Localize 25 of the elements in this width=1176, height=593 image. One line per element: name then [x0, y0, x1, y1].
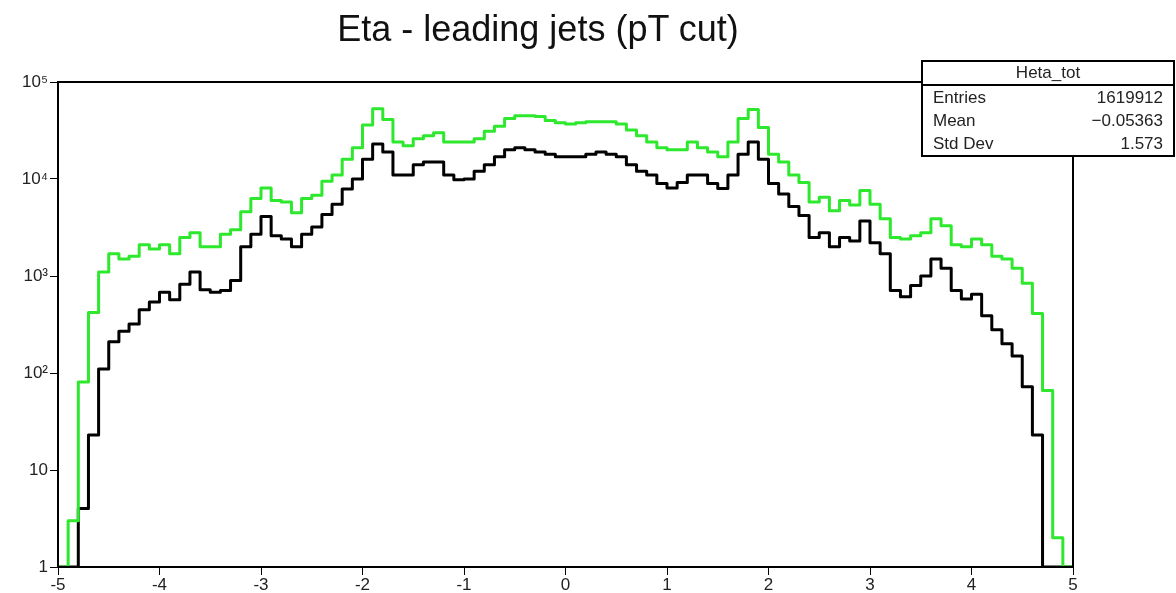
- x-tick-label: -2: [354, 574, 371, 593]
- x-tick-label: -5: [50, 574, 66, 593]
- annotation: Mean: [933, 110, 976, 132]
- annotation: Std Dev: [933, 133, 994, 155]
- x-tick-label: 4: [966, 574, 977, 593]
- x-tick-label: -1: [456, 574, 472, 593]
- x-tick-label: 3: [865, 574, 875, 593]
- x-tick-label: -4: [151, 574, 168, 593]
- y-tick-label: 10: [29, 459, 48, 479]
- x-tick-label: 0: [560, 574, 571, 593]
- x-tick-label: 5: [1068, 574, 1078, 593]
- y-tick-label: 10⁵: [22, 71, 48, 91]
- y-tick-label: 10⁴: [21, 168, 48, 188]
- text: 1619912: [1096, 87, 1163, 109]
- text: Heta_tot: [923, 62, 1173, 86]
- x-tick-label: 2: [763, 574, 774, 593]
- y-tick-label: 1: [38, 556, 48, 576]
- y-tick-label: 10²: [23, 362, 49, 382]
- text: 1.573: [1120, 133, 1163, 155]
- chart-title: Eta - leading jets (pT cut): [336, 8, 740, 50]
- text: −0.05363: [1091, 110, 1163, 132]
- x-tick-label: -3: [253, 574, 269, 593]
- annotation: Entries: [933, 87, 986, 109]
- x-tick-label: 1: [662, 574, 672, 593]
- y-tick-label: 10³: [23, 265, 49, 285]
